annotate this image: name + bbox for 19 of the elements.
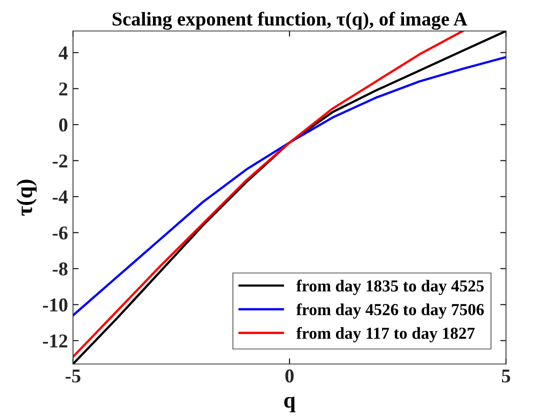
line-series bbox=[73, 56, 506, 317]
y-tick-label: -6 bbox=[52, 226, 68, 240]
x-tick-label: 0 bbox=[285, 369, 294, 383]
y-tick-label: -10 bbox=[42, 298, 68, 312]
y-tick-label: -4 bbox=[52, 190, 68, 204]
y-axis-title: τ(q) bbox=[16, 180, 37, 216]
legend-label: from day 4526 to day 7506 bbox=[296, 303, 484, 319]
y-tick-label: -8 bbox=[52, 262, 68, 276]
legend-label: from day 1835 to day 4525 bbox=[296, 280, 484, 296]
y-tick-label: -12 bbox=[42, 334, 68, 348]
y-tick-label: 2 bbox=[59, 82, 68, 96]
y-tick-label: 0 bbox=[59, 118, 68, 132]
x-axis-title: q bbox=[284, 396, 296, 412]
x-tick-label: -5 bbox=[66, 370, 80, 383]
y-tick-label: -2 bbox=[52, 154, 68, 168]
y-tick-label: 4 bbox=[58, 46, 68, 60]
legend-label: from day 117 to day 1827 bbox=[296, 327, 475, 342]
x-tick-label: 5 bbox=[502, 370, 510, 383]
chart-title: Scaling exponent function, τ(q), of image A bbox=[112, 12, 468, 30]
